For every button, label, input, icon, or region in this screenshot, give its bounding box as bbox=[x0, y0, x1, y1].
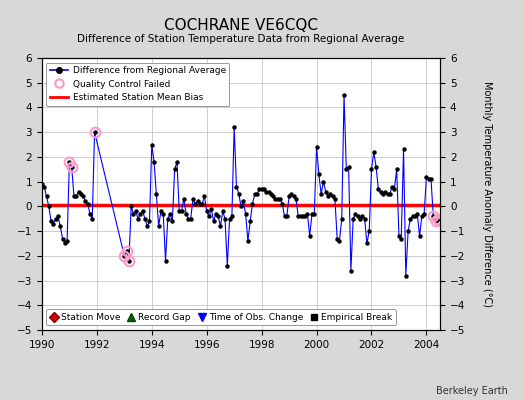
Text: COCHRANE VE6CQC: COCHRANE VE6CQC bbox=[164, 18, 318, 33]
Y-axis label: Monthly Temperature Anomaly Difference (°C): Monthly Temperature Anomaly Difference (… bbox=[482, 81, 492, 307]
Text: Difference of Station Temperature Data from Regional Average: Difference of Station Temperature Data f… bbox=[78, 34, 405, 44]
Text: Berkeley Earth: Berkeley Earth bbox=[436, 386, 508, 396]
Legend: Station Move, Record Gap, Time of Obs. Change, Empirical Break: Station Move, Record Gap, Time of Obs. C… bbox=[47, 309, 396, 326]
